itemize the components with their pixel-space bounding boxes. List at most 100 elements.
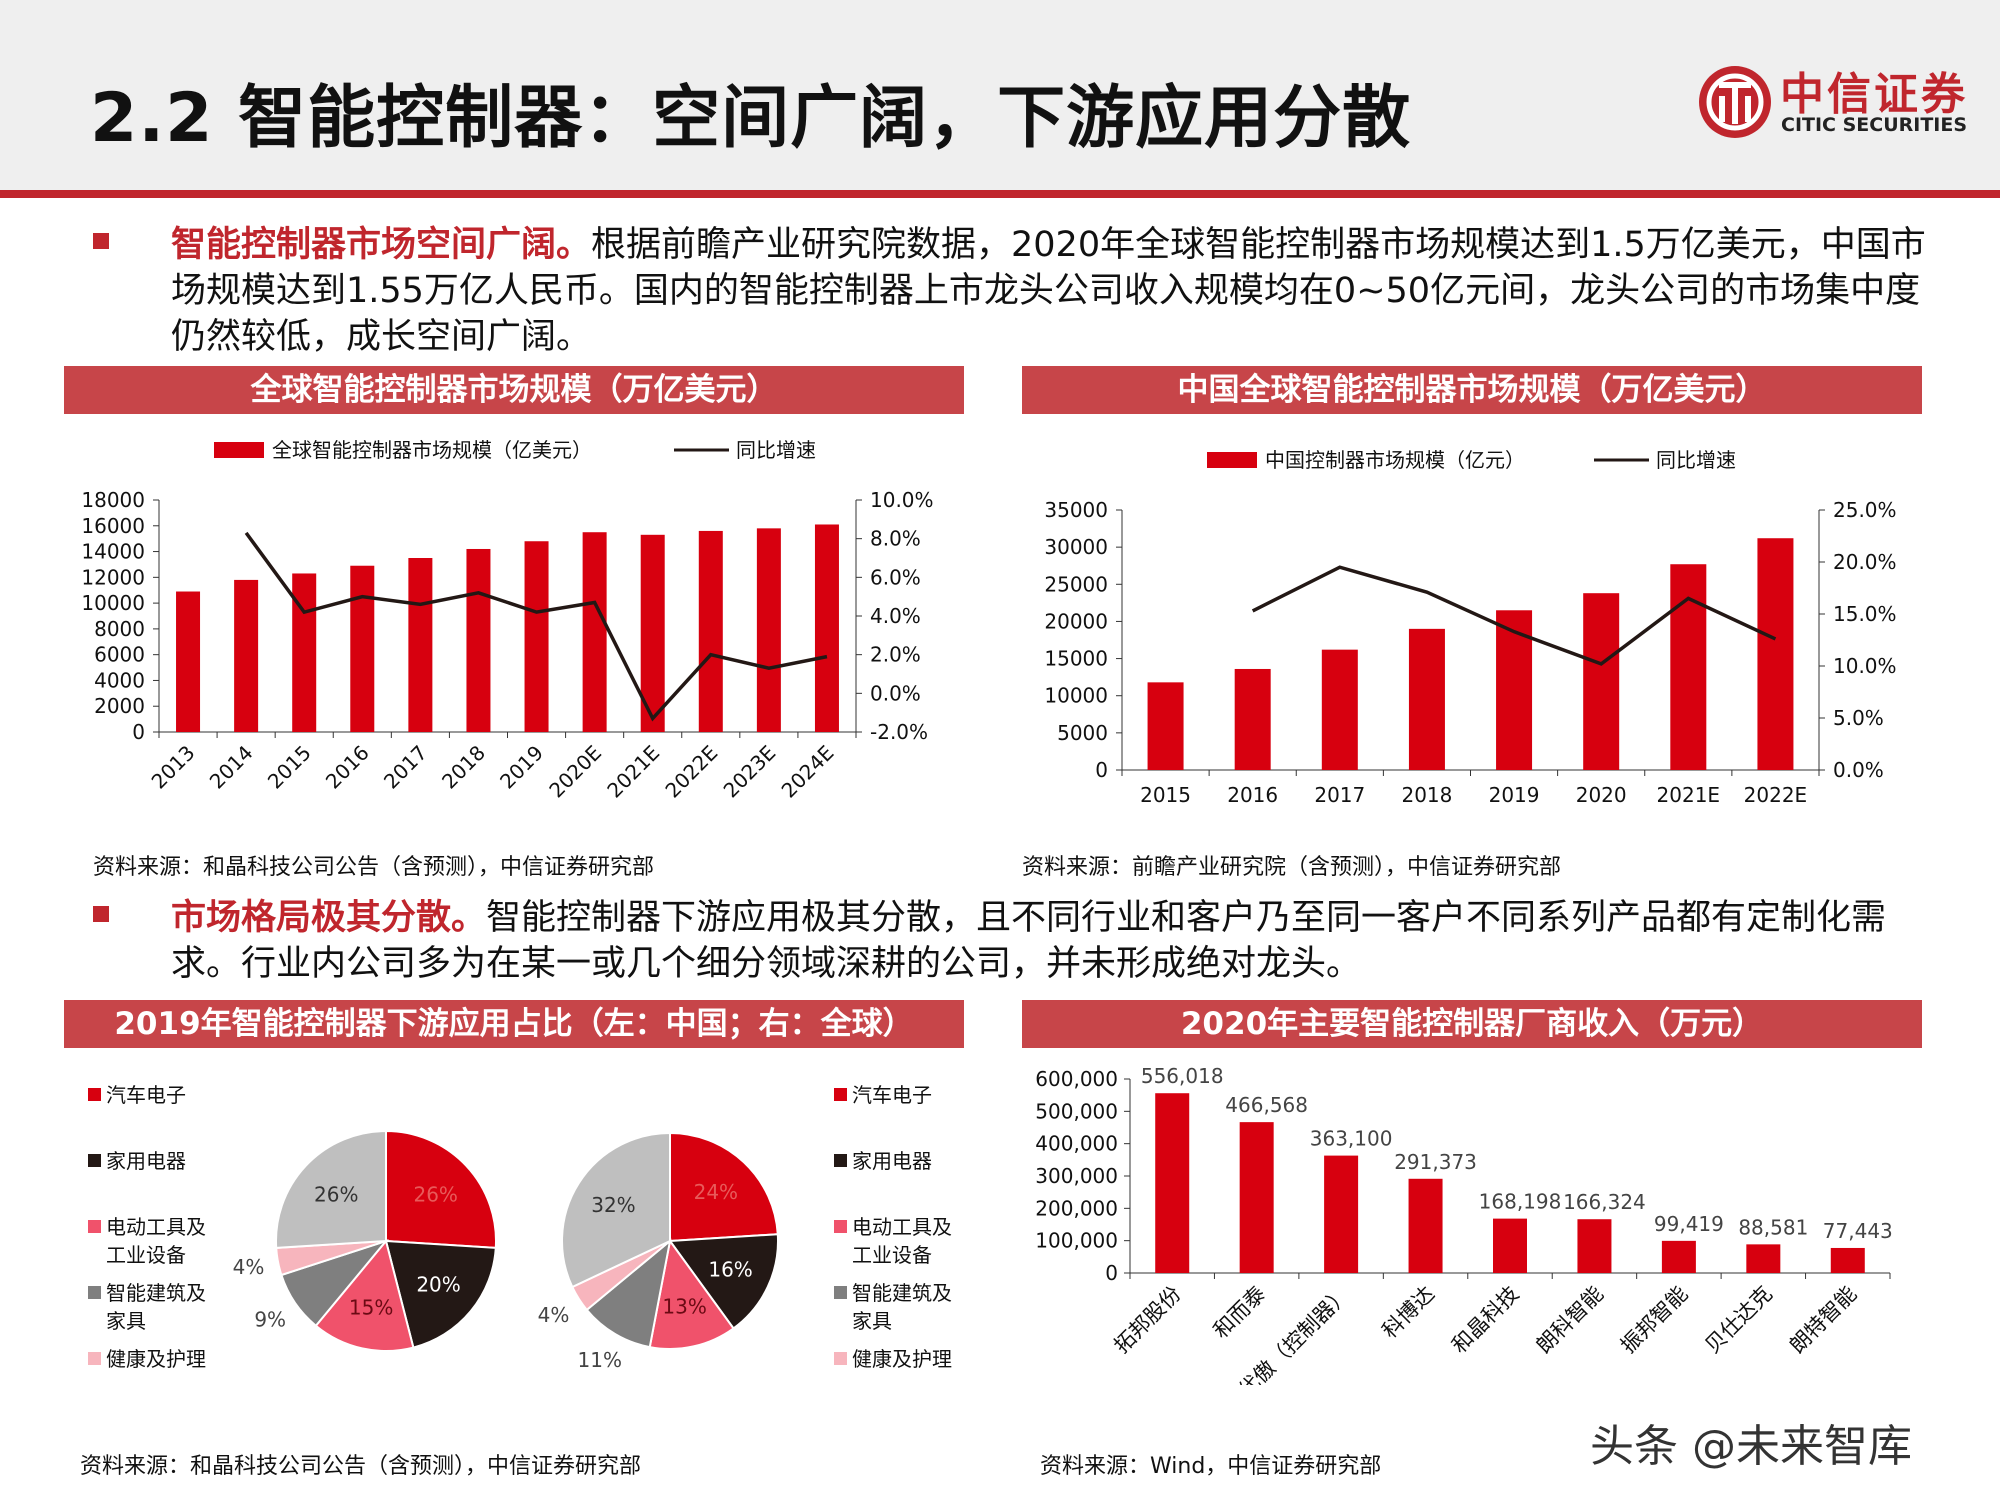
y-left-tick-label: 35000 (1044, 498, 1108, 522)
pie-legend-swatch (834, 1088, 847, 1101)
bar (1147, 682, 1184, 770)
bar-value-label: 166,324 (1563, 1190, 1646, 1214)
logo-en-text: CITIC SECURITIES (1781, 114, 1968, 136)
x-tick-label: 2018 (437, 741, 490, 794)
y-left-tick-label: 4000 (94, 668, 145, 692)
y-left-tick-label: 16000 (81, 514, 145, 538)
vendor-revenue-chart: 0 100,000 200,000 300,000 400,000 500,000 600,… (1035, 1064, 1893, 1385)
bullet-paragraph-1: 智能控制器市场空间广阔。根据前瞻产业研究院数据，2020年全球智能控制器市场规模… (93, 222, 1953, 360)
legend-line-label: 同比增速 (736, 438, 816, 462)
china-market-chart: 中国控制器市场规模（亿元） 同比增速 0 5000 10000 15000 20000 250… (1044, 448, 1897, 807)
bar (1408, 628, 1445, 770)
pie-legend-label: 工业设备 (852, 1243, 932, 1267)
y-left-tick-label: 10000 (1044, 684, 1108, 708)
pie-legend-label: 家用电器 (852, 1149, 932, 1173)
pie-legend-swatch (88, 1088, 101, 1101)
citic-logo: 中信证券 CITIC SECURITIES (1695, 62, 1995, 142)
bar-value-label: 466,568 (1225, 1093, 1308, 1117)
pie-slice (314, 1238, 415, 1352)
bar (756, 528, 781, 732)
y-right-tick-label: 15.0% (1833, 602, 1897, 626)
pie-legend-swatch (88, 1352, 101, 1365)
header-divider (0, 190, 2000, 198)
y-tick-label: 600,000 (1035, 1067, 1118, 1091)
bar (292, 573, 317, 732)
pie-slice (585, 1238, 672, 1349)
y-tick-label: 300,000 (1035, 1164, 1118, 1188)
bar (1670, 564, 1707, 770)
y-right-tick-label: 20.0% (1833, 550, 1897, 574)
pie-value-label: 9% (254, 1308, 286, 1332)
x-tick-label: 和晶科技 (1447, 1282, 1523, 1358)
citic-emblem-icon (1699, 66, 1771, 138)
pie-value-label: 4% (233, 1255, 265, 1279)
pie-legend-label: 电动工具及 (852, 1215, 952, 1239)
x-tick-label: 2022E (1744, 783, 1808, 807)
x-tick-label: 科博达 (1378, 1282, 1440, 1344)
revenue-chart-banner: 2020年主要智能控制器厂商收入（万元） (1022, 1000, 1922, 1048)
bar (1155, 1093, 1190, 1273)
bullet-highlight: 智能控制器市场空间广阔。 (171, 225, 592, 265)
y-left-tick-label: 25000 (1044, 572, 1108, 596)
legend-line-label: 同比增速 (1656, 448, 1736, 472)
watermark: 头条 @未来智库 (1590, 1421, 1912, 1472)
bullet-text: 智能控制器下游应用极其分散，且不同行业和客户乃至同一客户不同系列产品都有定制化需… (171, 898, 1887, 984)
y-tick-label: 0 (1105, 1261, 1118, 1285)
bullet-highlight: 市场格局极其分散。 (171, 898, 487, 938)
pie-slice (561, 1131, 671, 1289)
x-tick-label: 朗科智能 (1532, 1282, 1608, 1358)
pie-value-label: 20% (416, 1272, 460, 1296)
y-left-tick-label: 20000 (1044, 609, 1108, 633)
bullet-paragraph-2: 市场格局极其分散。智能控制器下游应用极其分散，且不同行业和客户乃至同一客户不同系… (93, 895, 1953, 987)
x-tick-label: 2023E (719, 741, 781, 803)
x-tick-label: 2020E (544, 741, 606, 803)
pie-value-label: 13% (662, 1294, 706, 1318)
pie-value-label: 24% (694, 1180, 738, 1204)
pie-value-label: 4% (538, 1303, 570, 1327)
x-tick-label: 2019 (495, 741, 548, 794)
legend-bar-swatch (1207, 452, 1257, 468)
pie-slice (669, 1131, 779, 1243)
pie-slice (648, 1238, 735, 1350)
pie-legend-label: 家用电器 (106, 1149, 186, 1173)
pie-slice (668, 1233, 779, 1330)
x-tick-label: 2024E (777, 741, 839, 803)
pie-slice (384, 1239, 497, 1349)
y-tick-label: 200,000 (1035, 1196, 1118, 1220)
pie-legend-swatch (88, 1154, 101, 1167)
pie-legend-label: 工业设备 (106, 1243, 186, 1267)
bar-value-label: 291,373 (1394, 1150, 1477, 1174)
y-right-tick-label: 0.0% (870, 681, 921, 705)
pie-value-label: 26% (314, 1182, 358, 1206)
pie-legend-label: 智能建筑及 (106, 1281, 206, 1305)
y-right-tick-label: 2.0% (870, 643, 921, 667)
pie-slice (275, 1129, 387, 1249)
bar-value-label: 168,198 (1479, 1190, 1562, 1214)
global-source: 资料来源：和晶科技公司公告（含预测），中信证券研究部 (93, 855, 655, 880)
bar-value-label: 77,443 (1823, 1219, 1893, 1243)
x-tick-label: 2021E (602, 741, 664, 803)
y-left-tick-label: 8000 (94, 617, 145, 641)
x-tick-label: 2013 (147, 741, 200, 794)
pie-legend-label: 汽车电子 (852, 1083, 932, 1107)
bullet-square-icon (93, 233, 109, 249)
x-tick-label: 2014 (205, 741, 258, 794)
x-tick-label: 2015 (263, 741, 316, 794)
bullet-square-icon (93, 906, 109, 922)
pie-legend-label: 家具 (852, 1309, 892, 1333)
pie-chart-banner: 2019年智能控制器下游应用占比（左：中国；右：全球） (64, 1000, 964, 1048)
y-left-tick-label: 10000 (81, 591, 145, 615)
y-tick-label: 100,000 (1035, 1229, 1118, 1253)
bar-value-label: 363,100 (1310, 1127, 1393, 1151)
bar (524, 541, 549, 732)
y-tick-label: 400,000 (1035, 1132, 1118, 1156)
y-left-tick-label: 18000 (81, 488, 145, 512)
y-right-tick-label: 0.0% (1833, 758, 1884, 782)
y-left-tick-label: 0 (1095, 758, 1108, 782)
y-right-tick-label: 8.0% (870, 527, 921, 551)
pie-legend-label: 健康及护理 (852, 1347, 952, 1371)
x-tick-label: 2020 (1576, 783, 1627, 807)
pie-legend-label: 电动工具及 (106, 1215, 206, 1239)
bar (234, 579, 259, 732)
bar (1496, 610, 1533, 770)
